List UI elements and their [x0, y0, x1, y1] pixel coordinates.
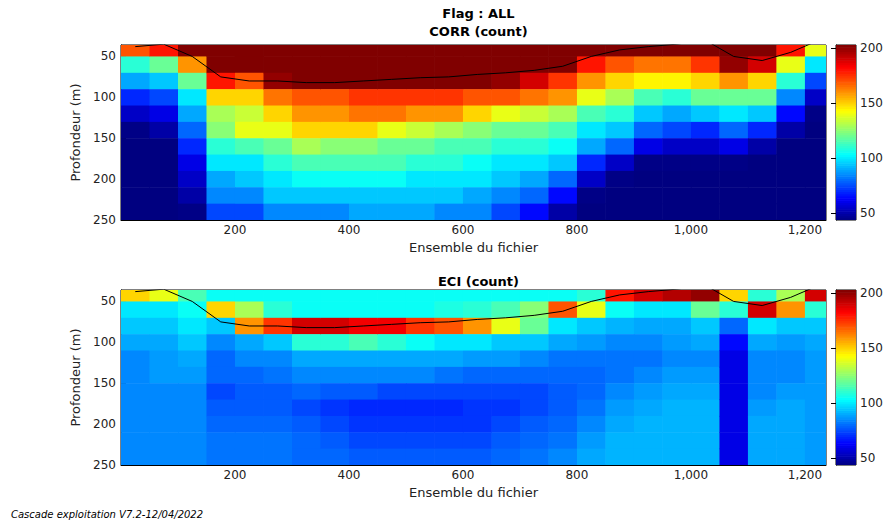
svg-text:150: 150	[860, 341, 883, 355]
svg-text:Profondeur (m): Profondeur (m)	[68, 83, 83, 181]
svg-text:100: 100	[860, 396, 883, 410]
svg-text:CORR (count): CORR (count)	[429, 24, 527, 39]
svg-text:1,000: 1,000	[674, 468, 708, 482]
svg-text:800: 800	[565, 223, 588, 237]
svg-text:1,200: 1,200	[788, 468, 822, 482]
svg-text:Ensemble du fichier: Ensemble du fichier	[409, 240, 539, 255]
svg-text:1,000: 1,000	[674, 223, 708, 237]
svg-text:200: 200	[224, 468, 247, 482]
svg-text:Profondeur (m): Profondeur (m)	[68, 328, 83, 426]
svg-text:400: 400	[338, 468, 361, 482]
svg-text:200: 200	[93, 172, 116, 186]
svg-text:1,200: 1,200	[788, 223, 822, 237]
svg-text:150: 150	[860, 96, 883, 110]
svg-text:200: 200	[93, 417, 116, 431]
svg-text:50: 50	[860, 206, 875, 220]
svg-text:600: 600	[452, 223, 475, 237]
svg-text:Flag : ALL: Flag : ALL	[442, 6, 514, 21]
svg-text:200: 200	[224, 223, 247, 237]
svg-text:ECI (count): ECI (count)	[438, 274, 519, 289]
svg-text:150: 150	[93, 131, 116, 145]
svg-text:400: 400	[338, 223, 361, 237]
svg-text:200: 200	[860, 286, 883, 300]
svg-text:600: 600	[452, 468, 475, 482]
svg-text:800: 800	[565, 468, 588, 482]
svg-text:Ensemble du fichier: Ensemble du fichier	[409, 485, 539, 500]
svg-text:Cascade exploitation V7.2-12/0: Cascade exploitation V7.2-12/04/2022	[11, 509, 203, 520]
svg-text:250: 250	[93, 458, 116, 472]
svg-text:150: 150	[93, 376, 116, 390]
svg-text:50: 50	[860, 451, 875, 465]
svg-text:250: 250	[93, 213, 116, 227]
svg-text:50: 50	[101, 49, 116, 63]
svg-text:100: 100	[93, 90, 116, 104]
svg-text:50: 50	[101, 294, 116, 308]
svg-text:100: 100	[93, 335, 116, 349]
svg-text:200: 200	[860, 41, 883, 55]
svg-text:100: 100	[860, 151, 883, 165]
